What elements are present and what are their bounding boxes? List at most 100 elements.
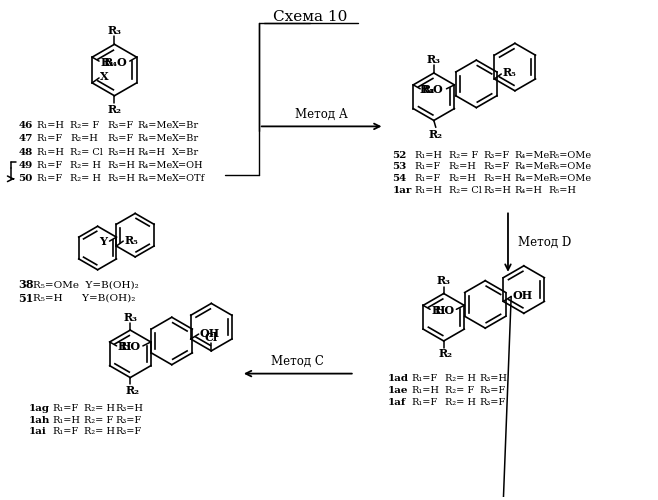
Text: R₄=Me: R₄=Me — [137, 174, 172, 184]
Text: 1ad: 1ad — [388, 374, 409, 383]
Text: R₁: R₁ — [421, 84, 435, 96]
Text: R₁=F: R₁=F — [52, 428, 78, 436]
Text: R₁=F: R₁=F — [36, 134, 63, 143]
Text: R₄O: R₄O — [420, 84, 443, 96]
Text: R₅=OMe: R₅=OMe — [549, 174, 592, 184]
Text: R₁=F: R₁=F — [411, 398, 438, 407]
Text: 54: 54 — [392, 174, 407, 184]
Text: HO: HO — [121, 342, 141, 352]
Text: R₁=F: R₁=F — [411, 374, 438, 383]
Text: R₄=H: R₄=H — [137, 148, 165, 156]
Text: R₅: R₅ — [502, 66, 516, 78]
Text: R₃=H: R₃=H — [107, 161, 136, 170]
Text: X=Br: X=Br — [172, 134, 199, 143]
Text: R₃=F: R₃=F — [115, 428, 141, 436]
Text: R₁: R₁ — [431, 305, 445, 316]
Text: R₅=OMe: R₅=OMe — [549, 162, 592, 172]
Text: R₁=F: R₁=F — [36, 161, 63, 170]
Text: R₂= H: R₂= H — [70, 161, 101, 170]
Text: R₃=F: R₃=F — [483, 162, 509, 172]
Text: 1ar: 1ar — [392, 186, 412, 195]
Text: R₂: R₂ — [107, 104, 122, 115]
Text: R₄=Me: R₄=Me — [137, 161, 172, 170]
Text: 52: 52 — [392, 150, 407, 160]
Text: 1ah: 1ah — [28, 416, 50, 424]
Text: R₁=H: R₁=H — [52, 416, 80, 424]
Text: R₄=Me: R₄=Me — [514, 174, 549, 184]
Text: 51: 51 — [18, 293, 34, 304]
Text: 46: 46 — [18, 121, 33, 130]
Text: R₃=F: R₃=F — [479, 398, 505, 407]
Text: X=OH: X=OH — [172, 161, 203, 170]
Text: R₁=F: R₁=F — [52, 404, 78, 412]
Text: R₃=F: R₃=F — [107, 134, 134, 143]
Text: R₂= F: R₂= F — [84, 416, 113, 424]
Text: R₄O: R₄O — [103, 56, 127, 68]
Text: R₁=H: R₁=H — [414, 186, 442, 195]
Text: R₃=H: R₃=H — [483, 174, 511, 184]
Text: R₂=H: R₂=H — [70, 134, 98, 143]
Text: OH: OH — [512, 290, 532, 301]
Text: R₂= F: R₂= F — [70, 121, 99, 130]
Text: OH: OH — [199, 328, 220, 338]
Text: R₁=H: R₁=H — [36, 121, 64, 130]
Text: R₁: R₁ — [118, 342, 132, 352]
Text: R₂= H: R₂= H — [84, 404, 114, 412]
Text: R₅=OMe  Y=B(OH)₂: R₅=OMe Y=B(OH)₂ — [34, 280, 139, 289]
Text: 53: 53 — [392, 162, 407, 172]
Text: R₃=F: R₃=F — [107, 121, 134, 130]
Text: R₃=H: R₃=H — [483, 186, 511, 195]
Text: R₃: R₃ — [107, 25, 122, 36]
Text: X=Br: X=Br — [172, 148, 199, 156]
Text: 1af: 1af — [388, 398, 405, 407]
Text: R₂= H: R₂= H — [445, 398, 476, 407]
Text: R₂=H: R₂=H — [449, 174, 476, 184]
Text: Схема 10: Схема 10 — [273, 10, 347, 24]
Text: R₁=F: R₁=F — [36, 174, 63, 184]
Text: 47: 47 — [18, 134, 33, 143]
Text: R₃=H: R₃=H — [107, 148, 136, 156]
Text: 1ag: 1ag — [28, 404, 49, 412]
Text: R₄=Me: R₄=Me — [514, 150, 549, 160]
Text: R₃=F: R₃=F — [115, 416, 141, 424]
Text: Cl: Cl — [205, 332, 218, 342]
Text: R₁=H: R₁=H — [411, 386, 439, 395]
Text: R₂= Cl: R₂= Cl — [449, 186, 482, 195]
Text: Метод С: Метод С — [270, 355, 324, 368]
Text: R₂= H: R₂= H — [84, 428, 114, 436]
Text: R₂= H: R₂= H — [445, 374, 476, 383]
Text: R₂= Cl: R₂= Cl — [70, 148, 103, 156]
Text: R₃=F: R₃=F — [479, 386, 505, 395]
Text: X=Br: X=Br — [172, 121, 199, 130]
Text: X: X — [100, 72, 109, 83]
Text: 50: 50 — [18, 174, 33, 184]
Text: R₅=OMe: R₅=OMe — [549, 150, 592, 160]
Text: R₄=H: R₄=H — [514, 186, 542, 195]
Text: R₁=H: R₁=H — [36, 148, 64, 156]
Text: R₅: R₅ — [124, 234, 138, 246]
Text: R₂= H: R₂= H — [70, 174, 101, 184]
Text: Метод D: Метод D — [518, 236, 571, 248]
Text: R₃=H: R₃=H — [107, 174, 136, 184]
Text: 38: 38 — [18, 279, 34, 290]
Text: R₁=H: R₁=H — [414, 150, 442, 160]
Text: R₃=F: R₃=F — [483, 150, 509, 160]
Text: X=OTf: X=OTf — [172, 174, 205, 184]
Text: R₁=F: R₁=F — [414, 162, 440, 172]
Text: R₂=H: R₂=H — [449, 162, 476, 172]
Text: R₁=F: R₁=F — [414, 174, 440, 184]
Text: R₁: R₁ — [100, 56, 114, 68]
Text: HO: HO — [434, 305, 455, 316]
Text: R₂: R₂ — [439, 348, 453, 360]
Text: R₄=Me: R₄=Me — [137, 134, 172, 143]
Text: 49: 49 — [18, 161, 33, 170]
Text: R₃=H: R₃=H — [115, 404, 143, 412]
Text: R₄=Me: R₄=Me — [514, 162, 549, 172]
Text: R₂= F: R₂= F — [449, 150, 478, 160]
Text: R₂: R₂ — [125, 385, 139, 396]
Text: Y: Y — [99, 236, 107, 246]
Text: R₃: R₃ — [427, 54, 441, 64]
Text: R₂= F: R₂= F — [445, 386, 474, 395]
Text: R₃=H: R₃=H — [479, 374, 507, 383]
Text: R₅=H      Y=B(OH)₂: R₅=H Y=B(OH)₂ — [34, 294, 136, 303]
